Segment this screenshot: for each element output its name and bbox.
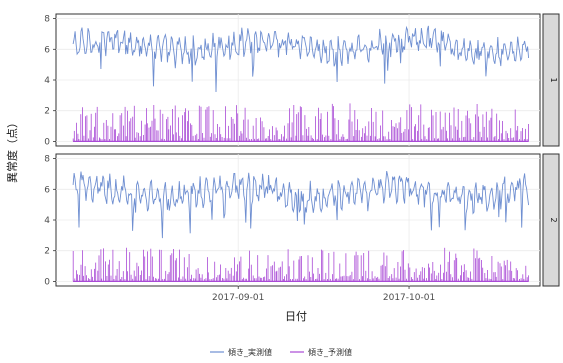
- panel-2-strip-label: 2: [549, 217, 558, 222]
- y-tick-label: 4: [44, 216, 50, 226]
- y-tick-label: 0: [44, 277, 50, 287]
- panel-1-strip-label: 1: [549, 77, 558, 82]
- legend-label-predicted: 傾き_予測値: [308, 347, 352, 357]
- x-tick-label: 2017-10-01: [383, 293, 435, 303]
- y-tick-label: 8: [44, 155, 50, 165]
- x-tick-label: 2017-09-01: [212, 293, 264, 303]
- y-tick-label: 0: [44, 137, 50, 147]
- panel-2-strip: [542, 153, 560, 287]
- x-axis-title: 日付: [285, 310, 307, 323]
- series-line-actual: [72, 171, 530, 239]
- y-tick-label: 4: [44, 76, 50, 86]
- y-tick-label: 8: [44, 15, 50, 25]
- y-tick-label: 2: [44, 247, 50, 257]
- series-line-actual: [72, 25, 530, 93]
- axis-ticks: 0 2 4 6 8 0 2 4 6 8 2017-09-01 2017-10-01: [44, 15, 435, 303]
- y-axis-title: 異常度（点）: [5, 117, 19, 183]
- panel-1-strip: [542, 13, 560, 147]
- y-tick-label: 6: [44, 185, 50, 195]
- y-tick-label: 6: [44, 45, 50, 55]
- series-layer: [72, 25, 530, 282]
- legend: 傾き_実測値 傾き_予測値: [210, 347, 352, 357]
- legend-label-actual: 傾き_実測値: [228, 347, 272, 357]
- y-tick-label: 2: [44, 107, 50, 117]
